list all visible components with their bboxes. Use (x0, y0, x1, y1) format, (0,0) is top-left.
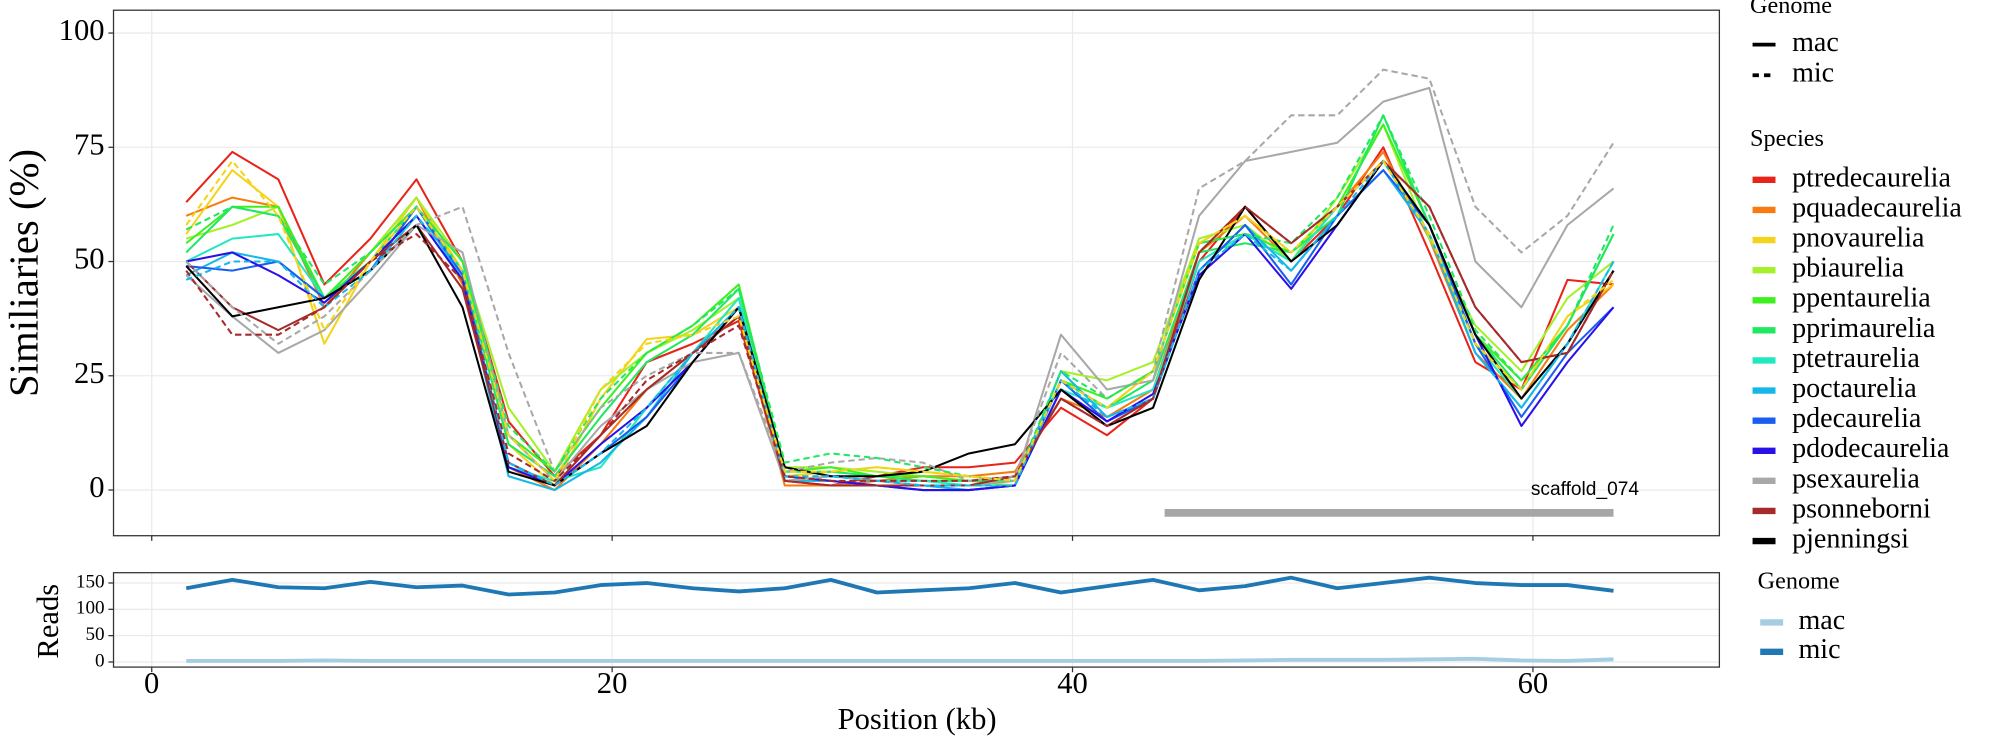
legend-label: pprimaurelia (1792, 313, 1936, 344)
x-tick-label: 40 (1057, 666, 1088, 700)
legend-label: pjenningsi (1792, 524, 1909, 555)
legend-label: mac (1798, 605, 1845, 636)
y-tick-label: 100 (76, 598, 105, 619)
y-tick-label: 0 (89, 470, 104, 504)
legend-label: ptetraurelia (1792, 343, 1920, 374)
series-line (185, 159, 1615, 482)
legend-title: Genome (1750, 0, 1832, 19)
y-tick-label: 25 (74, 356, 105, 390)
y-axis-title: Reads (31, 584, 65, 659)
plot-border (112, 9, 1721, 537)
series-line (185, 68, 1615, 482)
legend-label: mic (1792, 58, 1834, 89)
series-line (185, 114, 1615, 482)
legend-label: pdecaurelia (1792, 403, 1922, 434)
y-tick-label: 0 (95, 650, 105, 671)
legend-label: psexaurelia (1792, 463, 1920, 494)
legend-label: pdodecaurelia (1792, 433, 1950, 464)
legend-label: pnovaurelia (1792, 222, 1925, 253)
annotation-label: scaffold_074 (1531, 479, 1639, 500)
series-line (185, 575, 1614, 597)
y-tick-label: 50 (74, 242, 105, 276)
series-line (185, 159, 1615, 487)
x-tick-label: 20 (597, 666, 628, 700)
y-tick-label: 50 (85, 624, 104, 645)
y-tick-label: 75 (74, 127, 105, 161)
x-tick-label: 60 (1518, 666, 1549, 700)
legend-label: mic (1798, 634, 1840, 665)
series-line (185, 146, 1614, 487)
y-tick-label: 150 (76, 571, 105, 592)
series-line (185, 159, 1615, 482)
plot-border (112, 572, 1721, 668)
legend-label: pbiaurelia (1792, 253, 1905, 284)
legend-title: Species (1750, 125, 1824, 152)
series-line (186, 656, 1614, 663)
legend-label: psonneborni (1792, 493, 1931, 524)
x-tick-label: 0 (144, 666, 159, 700)
y-tick-label: 100 (59, 13, 105, 47)
x-axis-title: Position (kb) (838, 702, 997, 736)
y-axis-title: Similiaries (%) (1, 149, 46, 397)
legend-label: ptredecaurelia (1792, 162, 1951, 193)
legend-label: pquadecaurelia (1792, 192, 1962, 223)
legend-label: ppentaurelia (1792, 283, 1931, 314)
legend-title: Genome (1758, 567, 1840, 594)
legend-label: mac (1792, 27, 1839, 58)
legend-label: poctaurelia (1792, 373, 1917, 404)
